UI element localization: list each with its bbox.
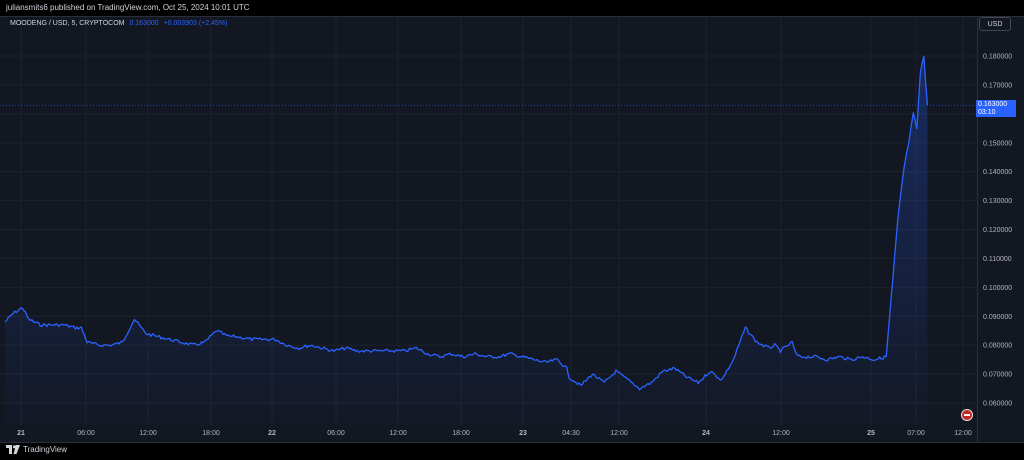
y-tick-label: 0.070000 <box>983 372 1012 379</box>
y-tick-label: 0.120000 <box>983 227 1012 234</box>
y-tick-label: 0.170000 <box>983 82 1012 89</box>
last-price-badge: 0.163000 03:10 <box>976 100 1016 118</box>
price-area <box>5 56 928 426</box>
symbol-legend[interactable]: MOODENG / USD, 5, CRYPTOCOM 0.163000 +0.… <box>10 20 227 27</box>
red-flag-icon[interactable] <box>961 409 973 421</box>
x-tick-label: 23 <box>519 430 527 437</box>
x-tick-label: 12:00 <box>954 430 972 437</box>
x-tick-label: 18:00 <box>202 430 220 437</box>
y-tick-label: 0.110000 <box>983 256 1012 263</box>
x-tick-label: 07:00 <box>907 430 925 437</box>
currency-button[interactable]: USD <box>979 17 1011 31</box>
x-tick-label: 12:00 <box>610 430 628 437</box>
x-axis-ticks: 21 06:00 12:00 18:00 22 06:00 12:00 18:00 23 04:3… <box>17 430 972 437</box>
chart-area-fill <box>5 56 928 426</box>
y-tick-label: 0.130000 <box>983 198 1012 205</box>
x-tick-label: 06:00 <box>77 430 95 437</box>
x-tick-label: 25 <box>867 430 875 437</box>
last-price-value: 0.163000 <box>978 101 1008 109</box>
x-tick-label: 21 <box>17 430 25 437</box>
y-tick-label: 0.060000 <box>983 401 1012 408</box>
y-tick-label: 0.090000 <box>983 314 1012 321</box>
price-scale[interactable] <box>977 16 1024 442</box>
x-tick-label: 04:30 <box>562 430 580 437</box>
x-tick-label: 24 <box>702 430 710 437</box>
bar-countdown: 03:10 <box>978 109 996 117</box>
legend-change: +0.003903 (+2.45%) <box>163 20 228 27</box>
y-tick-label: 0.150000 <box>983 140 1012 147</box>
price-line <box>4 55 929 391</box>
footer-brand: TradingView <box>23 445 68 454</box>
y-tick-label: 0.180000 <box>983 54 1012 61</box>
price-series-line[interactable] <box>4 55 929 391</box>
y-tick-label: 0.080000 <box>983 343 1012 350</box>
y-tick-label: 0.140000 <box>983 169 1012 176</box>
x-tick-label: 22 <box>268 430 276 437</box>
publish-bar <box>0 0 1024 16</box>
legend-price: 0.163000 <box>129 20 159 27</box>
x-tick-label: 18:00 <box>452 430 470 437</box>
tradingview-branding[interactable]: TradingView <box>6 445 67 454</box>
x-tick-label: 06:00 <box>327 430 345 437</box>
footer-bar <box>0 442 1024 460</box>
y-tick-label: 0.100000 <box>983 285 1012 292</box>
x-tick-label: 12:00 <box>772 430 790 437</box>
publish-info: juliansmits6 published on TradingView.co… <box>6 3 250 12</box>
x-tick-label: 12:00 <box>389 430 407 437</box>
tradingview-logo-icon <box>6 445 20 454</box>
symbol-name: MOODENG / USD, 5, CRYPTOCOM <box>10 20 125 27</box>
x-tick-label: 12:00 <box>139 430 157 437</box>
